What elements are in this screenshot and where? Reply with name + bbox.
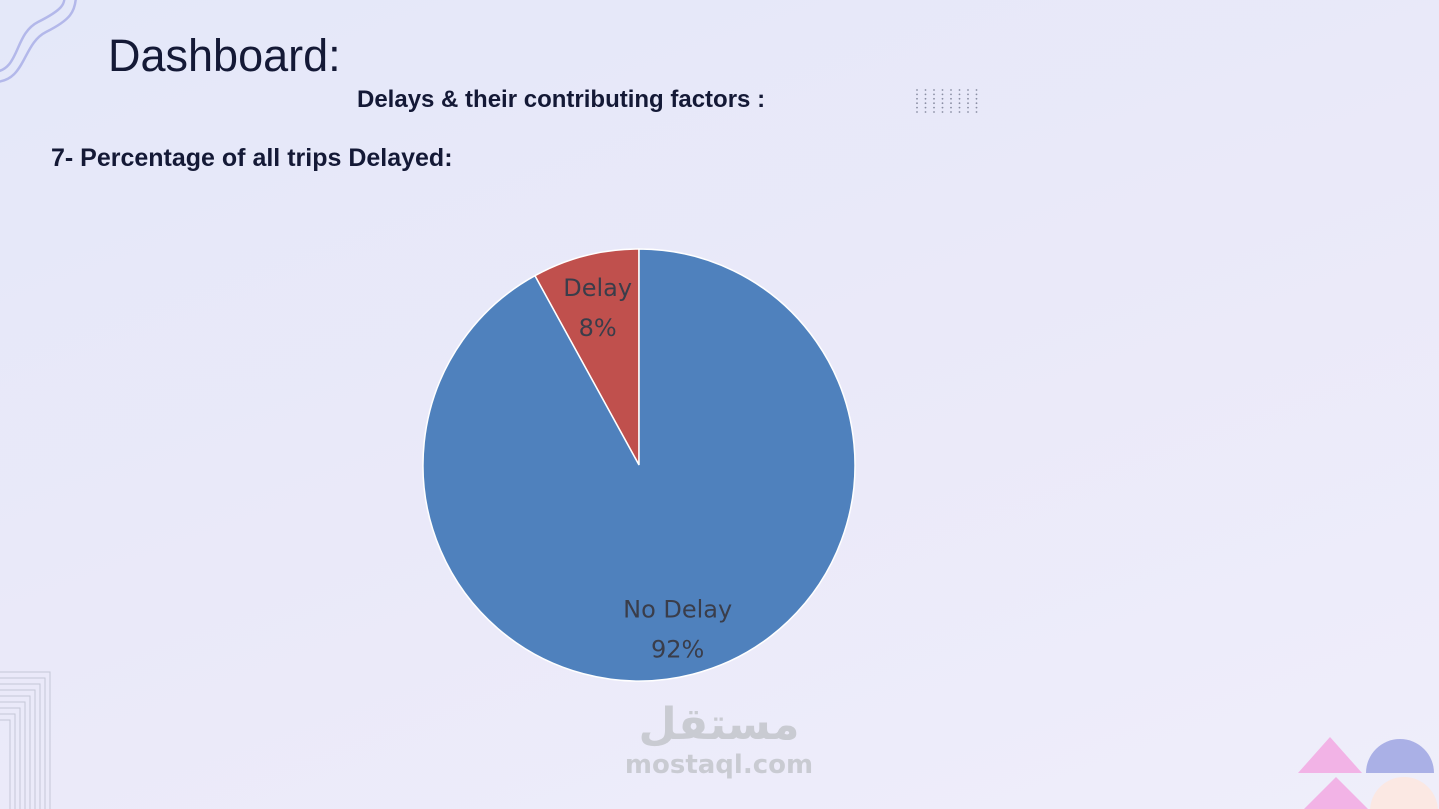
- pie-chart: Delay 8% No Delay 92%: [422, 248, 856, 682]
- page-subtitle: Delays & their contributing factors :: [357, 86, 766, 113]
- pie-slice-delay: [533, 248, 640, 466]
- pie-value-delay: 8%: [579, 314, 617, 342]
- decorative-swirl: [0, 0, 77, 83]
- decorative-nested-lines: [0, 671, 51, 809]
- section-title: 7- Percentage of all trips Delayed:: [51, 144, 453, 172]
- watermark-latin: mostaql.com: [624, 750, 814, 780]
- pie-slices: [422, 248, 856, 682]
- pie-label-no-delay: No Delay: [623, 596, 732, 624]
- pie-value-no-delay: 92%: [651, 636, 704, 664]
- pie-slice-no-delay: [422, 248, 856, 682]
- watermark-arabic: مستقل: [638, 699, 800, 750]
- decorative-dot-grid: [916, 89, 978, 113]
- decorative-shapes: [1298, 737, 1438, 809]
- pie-labels: Delay 8% No Delay 92%: [563, 274, 732, 664]
- page-title: Dashboard:: [108, 30, 341, 81]
- pie-label-delay: Delay: [563, 274, 632, 302]
- watermark: مستقل mostaql.com: [624, 699, 814, 781]
